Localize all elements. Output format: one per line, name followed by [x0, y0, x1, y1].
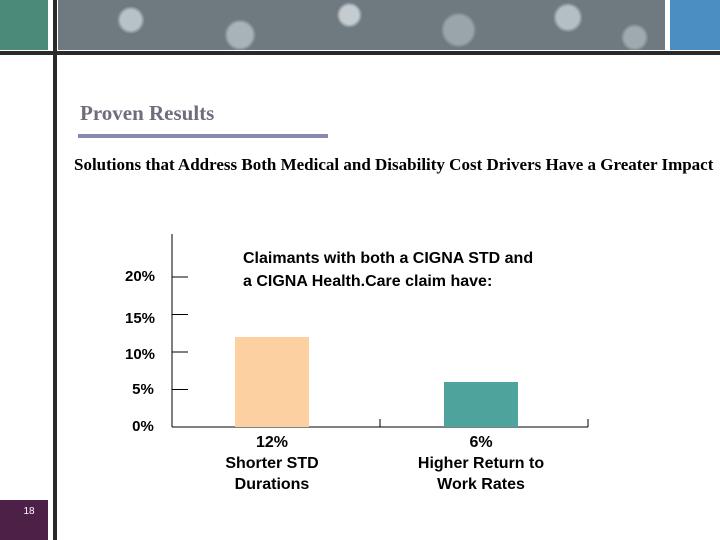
blue-corner-block [670, 0, 720, 50]
y-tick-label: 5% [132, 381, 154, 398]
title-underline [78, 134, 328, 138]
horizontal-divider [0, 51, 720, 55]
green-corner-block [0, 0, 48, 50]
bar [444, 382, 518, 427]
y-tick-label: 15% [125, 310, 155, 327]
y-tick-label: 0% [132, 418, 154, 435]
footer-accent-block [0, 500, 48, 540]
header-photo-banner [58, 0, 665, 50]
bar [235, 337, 309, 427]
vertical-divider [53, 0, 57, 540]
chart-annotation-line2: a CIGNA Health.Care claim have: [243, 273, 492, 290]
slide-subtitle: Solutions that Address Both Medical and … [74, 155, 714, 174]
category-value-label: 6% [469, 434, 492, 451]
chart-annotation-line1: Claimants with both a CIGNA STD and [243, 250, 533, 267]
category-label-line1: Shorter STD [225, 455, 318, 472]
category-value-label: 12% [256, 434, 288, 451]
page-number: 18 [23, 506, 35, 517]
y-tick-label: 10% [125, 346, 155, 363]
category-label-line2: Work Rates [437, 476, 525, 493]
category-label-line2: Durations [235, 476, 310, 493]
y-tick-label: 20% [125, 268, 155, 285]
slide-title: Proven Results [80, 101, 215, 125]
category-label-line1: Higher Return to [418, 455, 544, 472]
